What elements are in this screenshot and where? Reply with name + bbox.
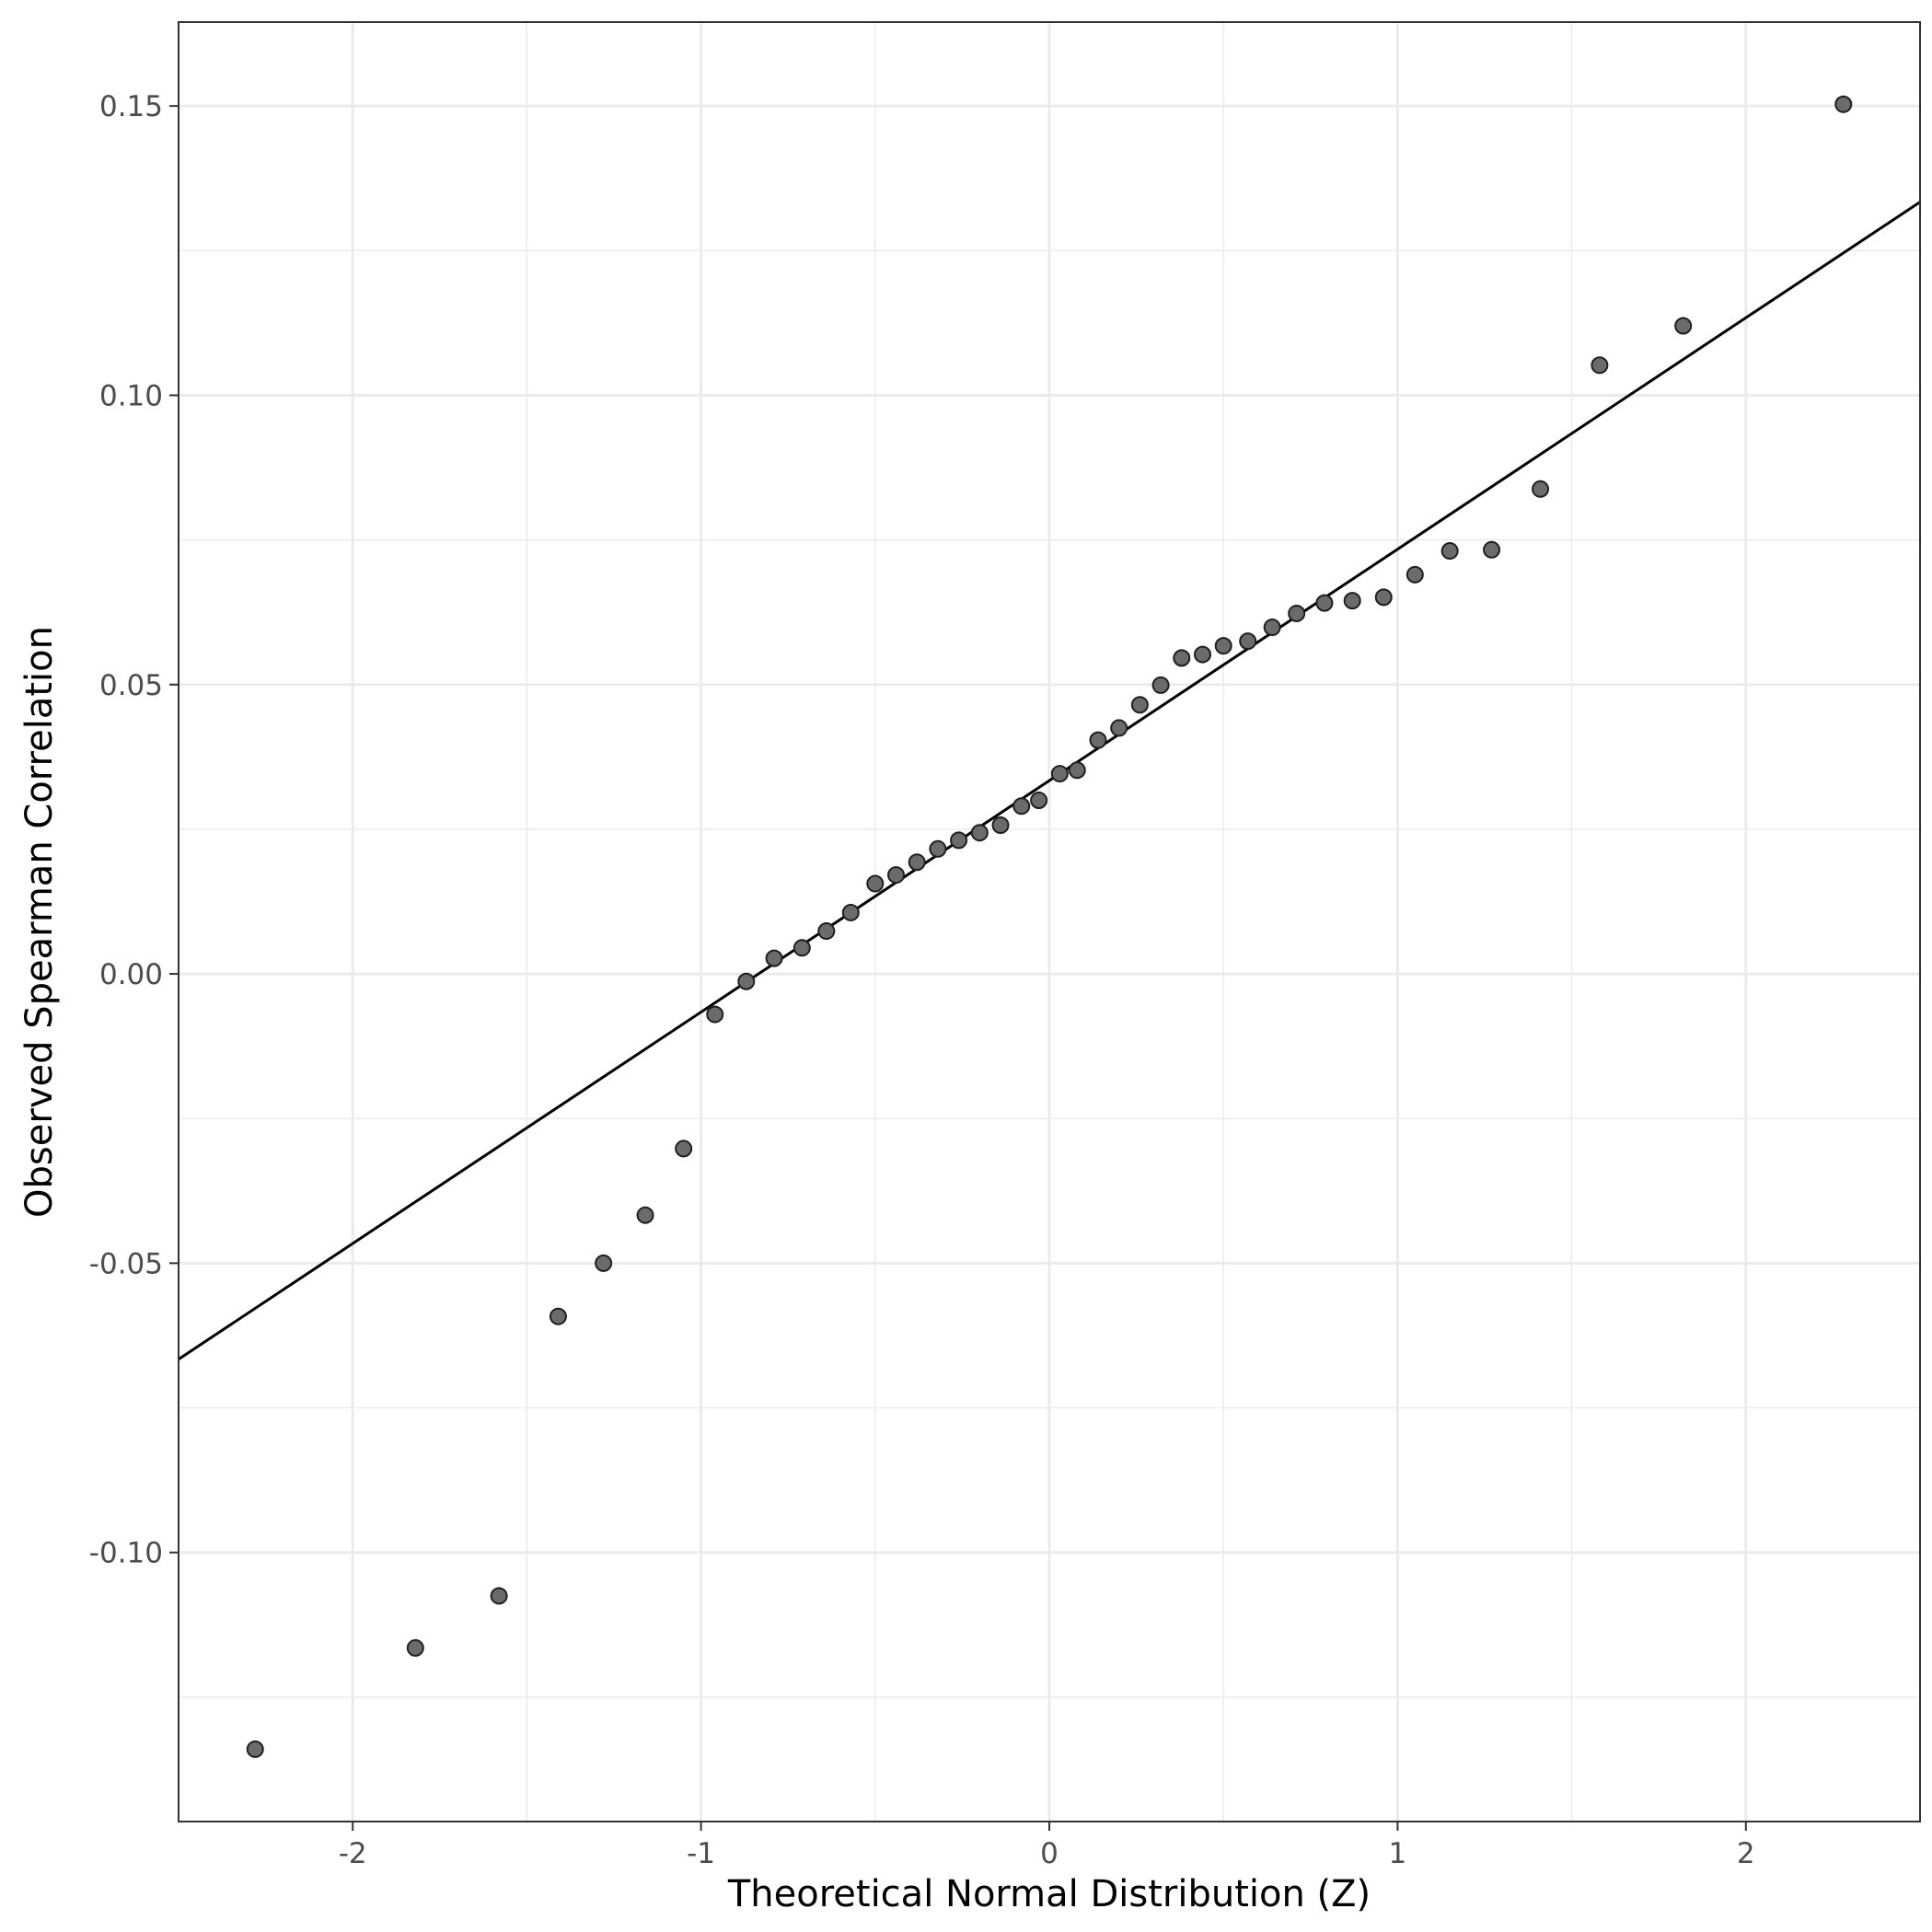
data-point	[636, 1206, 654, 1224]
data-point	[1214, 637, 1232, 655]
data-point	[406, 1638, 424, 1657]
data-point	[1012, 797, 1031, 816]
data-point	[970, 824, 989, 842]
y-tick-label: -0.10	[89, 1537, 163, 1570]
data-point	[1089, 731, 1107, 749]
data-point	[1173, 649, 1191, 667]
x-tick-label: -1	[687, 1837, 715, 1870]
y-tick-label: 0.05	[99, 669, 163, 702]
data-point	[1050, 765, 1069, 783]
data-point	[1532, 480, 1550, 498]
data-point	[991, 816, 1010, 835]
x-tick-label: -2	[339, 1837, 367, 1870]
data-point	[1288, 604, 1306, 622]
data-point	[1193, 645, 1211, 664]
data-point	[1374, 588, 1393, 607]
y-tick-label: 0.00	[99, 958, 163, 991]
x-tick-label: 1	[1389, 1837, 1407, 1870]
data-point	[887, 866, 906, 885]
data-point	[908, 853, 926, 872]
data-point	[1110, 719, 1128, 737]
data-point	[1239, 632, 1257, 651]
x-tick-label: 2	[1737, 1837, 1755, 1870]
reference-line	[178, 201, 1921, 1360]
data-point	[1030, 791, 1048, 809]
x-axis-ticks: -2 -1 0 1 2	[339, 1822, 1755, 1870]
data-point	[1263, 619, 1281, 637]
y-axis-title: Observed Spearman Correlation	[18, 626, 61, 1218]
data-point	[1440, 542, 1459, 561]
data-point	[817, 922, 836, 941]
data-point	[1343, 592, 1361, 610]
data-point	[1834, 95, 1853, 113]
data-point	[1068, 761, 1086, 780]
data-point	[1483, 540, 1501, 559]
data-point	[1591, 356, 1609, 375]
data-point	[549, 1307, 567, 1325]
y-axis-ticks: -0.10 -0.05 0.00 0.05 0.10 0.15	[89, 90, 179, 1570]
y-tick-label: -0.05	[89, 1247, 163, 1280]
data-point	[765, 949, 783, 967]
y-tick-label: 0.15	[99, 90, 163, 123]
data-point	[1151, 676, 1170, 694]
data-point	[595, 1254, 613, 1272]
data-point	[792, 939, 811, 957]
data-point	[737, 972, 756, 990]
data-point	[929, 839, 947, 858]
data-point	[246, 1740, 264, 1758]
data-point	[1130, 696, 1149, 714]
data-point	[1674, 317, 1693, 335]
data-point	[706, 1005, 724, 1024]
y-tick-label: 0.10	[99, 379, 163, 412]
x-axis-title: Theoretical Normal Distribution (Z)	[727, 1873, 1371, 1915]
data-point	[490, 1587, 508, 1605]
data-point	[866, 874, 885, 893]
data-point	[1315, 594, 1334, 612]
data-point	[1406, 565, 1424, 584]
data-points	[246, 95, 1853, 1758]
data-point	[950, 831, 968, 850]
data-point	[675, 1140, 693, 1158]
x-tick-label: 0	[1040, 1837, 1059, 1870]
major-gridlines	[179, 22, 1920, 1822]
data-point	[841, 903, 860, 921]
